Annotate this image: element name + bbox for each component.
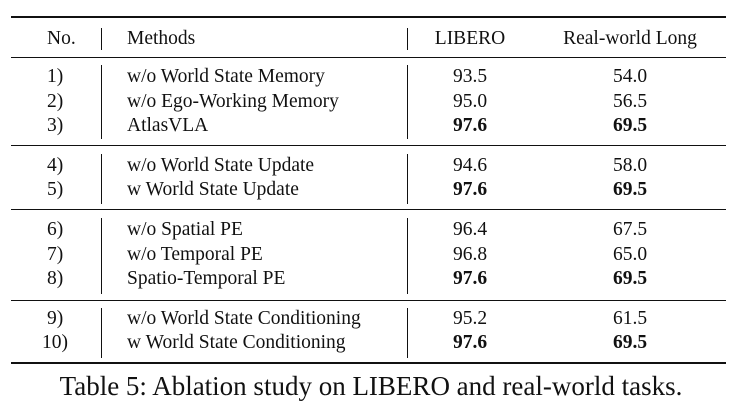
row-real-world-score-best: 69.5 <box>612 179 648 200</box>
row-libero-score: 94.6 <box>452 155 488 176</box>
col-separator <box>407 65 408 139</box>
row-number: 7) <box>47 244 64 265</box>
row-method: w World State Conditioning <box>127 332 346 353</box>
top-rule <box>11 16 726 18</box>
row-real-world-score: 67.5 <box>612 219 648 240</box>
row-real-world-score-best: 69.5 <box>612 268 648 289</box>
header-rule <box>11 57 726 58</box>
row-real-world-score: 56.5 <box>612 91 648 112</box>
row-method: w/o Spatial PE <box>127 219 243 240</box>
row-number: 1) <box>47 66 64 87</box>
row-real-world-score-best: 69.5 <box>612 332 648 353</box>
row-method: Spatio-Temporal PE <box>127 268 286 289</box>
col-separator <box>407 154 408 204</box>
row-real-world-score: 54.0 <box>612 66 648 87</box>
group-rule-1 <box>11 145 726 146</box>
row-number: 6) <box>47 219 64 240</box>
row-number: 9) <box>47 308 64 329</box>
row-method: w/o World State Memory <box>127 66 325 87</box>
row-method: w/o World State Conditioning <box>127 308 361 329</box>
header-libero: LIBERO <box>434 28 506 49</box>
row-number: 3) <box>47 115 64 136</box>
row-method: w/o Ego-Working Memory <box>127 91 339 112</box>
row-method: w/o World State Update <box>127 155 315 176</box>
col-separator <box>407 218 408 294</box>
row-real-world-score: 65.0 <box>612 244 648 265</box>
row-number: 8) <box>47 268 64 289</box>
col-separator <box>101 154 102 204</box>
header-no: No. <box>47 28 76 49</box>
group-rule-3 <box>11 300 726 301</box>
row-number: 2) <box>47 91 64 112</box>
col-separator <box>407 308 408 358</box>
row-method: w World State Update <box>127 179 299 200</box>
row-libero-score-best: 97.6 <box>452 268 488 289</box>
table-caption: Table 5: Ablation study on LIBERO and re… <box>59 371 683 401</box>
row-number: 10) <box>42 332 68 353</box>
col-separator <box>101 28 102 50</box>
row-real-world-score-best: 69.5 <box>612 115 648 136</box>
row-real-world-score: 58.0 <box>612 155 648 176</box>
row-libero-score-best: 97.6 <box>452 115 488 136</box>
header-methods: Methods <box>127 28 196 49</box>
row-libero-score: 96.4 <box>452 219 488 240</box>
col-separator <box>101 218 102 294</box>
row-number: 4) <box>47 155 64 176</box>
row-method: AtlasVLA <box>127 115 209 136</box>
group-rule-2 <box>11 209 726 210</box>
col-separator <box>101 65 102 139</box>
header-real-world-long: Real-world Long <box>563 28 697 49</box>
row-libero-score: 93.5 <box>452 66 488 87</box>
row-method: w/o Temporal PE <box>127 244 263 265</box>
row-number: 5) <box>47 179 64 200</box>
col-separator <box>407 28 408 50</box>
row-real-world-score: 61.5 <box>612 308 648 329</box>
row-libero-score: 96.8 <box>452 244 488 265</box>
row-libero-score-best: 97.6 <box>452 179 488 200</box>
row-libero-score: 95.2 <box>452 308 488 329</box>
row-libero-score-best: 97.6 <box>452 332 488 353</box>
col-separator <box>101 308 102 358</box>
bottom-rule <box>11 362 726 364</box>
row-libero-score: 95.0 <box>452 91 488 112</box>
